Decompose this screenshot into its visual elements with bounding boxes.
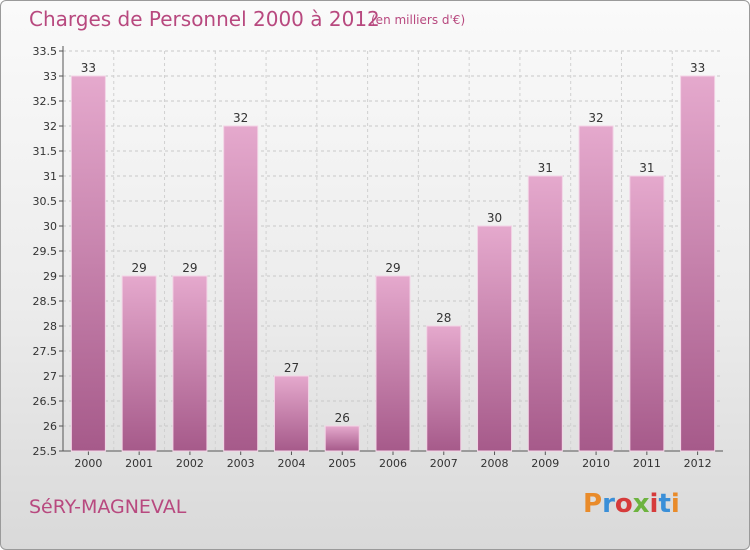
y-tick-label: 26 — [43, 420, 57, 433]
y-tick-label: 27.5 — [33, 345, 58, 358]
x-tick-label: 2001 — [125, 457, 153, 470]
x-tick-label: 2007 — [430, 457, 458, 470]
x-tick-label: 2004 — [277, 457, 305, 470]
y-tick-label: 26.5 — [33, 395, 58, 408]
labels: 33 2000 29 2001 29 2002 32 2003 27 2004 26 2005 29 20… — [74, 61, 711, 470]
bar — [70, 75, 106, 452]
x-tick-label: 2006 — [379, 457, 407, 470]
data-label: 30 — [487, 211, 502, 225]
commune-name: SéRY-MAGNEVAL — [29, 496, 187, 518]
x-tick-label: 2009 — [531, 457, 559, 470]
data-label: 32 — [588, 111, 603, 125]
chart-subtitle: (en milliers d'€) — [371, 13, 466, 27]
bar — [527, 175, 563, 452]
logo-letter: o — [614, 489, 633, 519]
logo-letter: i — [649, 489, 659, 519]
x-tick-label: 2011 — [633, 457, 661, 470]
data-label: 29 — [182, 261, 197, 275]
y-tick-label: 28.5 — [33, 295, 58, 308]
data-label: 33 — [81, 61, 96, 75]
y-tick-label: 31 — [43, 170, 57, 183]
y-tick-label: 30 — [43, 220, 57, 233]
bar — [121, 275, 157, 452]
x-tick-label: 2012 — [684, 457, 712, 470]
y-tick-label: 27 — [43, 370, 57, 383]
data-label: 31 — [639, 161, 654, 175]
x-tick-label: 2010 — [582, 457, 610, 470]
logo-letter: x — [632, 489, 650, 519]
data-label: 27 — [284, 361, 299, 375]
y-tick-label: 29 — [43, 270, 57, 283]
data-label: 29 — [132, 261, 147, 275]
logo-letter: r — [602, 489, 615, 519]
y-tick-label: 33.5 — [33, 45, 58, 58]
bar — [273, 375, 309, 452]
x-tick-label: 2000 — [74, 457, 102, 470]
bar — [223, 125, 259, 452]
data-label: 31 — [538, 161, 553, 175]
bar — [629, 175, 665, 452]
bar — [426, 325, 462, 452]
bar — [680, 75, 716, 452]
y-tick-label: 33 — [43, 70, 57, 83]
x-tick-label: 2005 — [328, 457, 356, 470]
bar — [375, 275, 411, 452]
bar — [172, 275, 208, 452]
x-tick-label: 2003 — [227, 457, 255, 470]
bars — [70, 75, 716, 452]
data-label: 32 — [233, 111, 248, 125]
y-tick-label: 28 — [43, 320, 57, 333]
y-tick-label: 32 — [43, 120, 57, 133]
chart-title: Charges de Personnel 2000 à 2012 — [29, 7, 380, 31]
x-tick-label: 2002 — [176, 457, 204, 470]
y-tick-label: 25.5 — [33, 445, 58, 458]
y-tick-label: 30.5 — [33, 195, 58, 208]
logo-letter: P — [583, 489, 603, 519]
bar — [324, 425, 360, 452]
data-label: 26 — [335, 411, 350, 425]
data-label: 29 — [385, 261, 400, 275]
logo-letter: i — [670, 489, 680, 519]
proxiti-logo[interactable]: Proxiti — [583, 489, 680, 519]
y-tick-label: 29.5 — [33, 245, 58, 258]
logo-letter: t — [658, 489, 671, 519]
data-label: 33 — [690, 61, 705, 75]
x-tick-label: 2008 — [481, 457, 509, 470]
data-label: 28 — [436, 311, 451, 325]
y-tick-label: 32.5 — [33, 95, 58, 108]
y-tick-label: 31.5 — [33, 145, 58, 158]
bar — [578, 125, 614, 452]
bar — [477, 225, 513, 452]
